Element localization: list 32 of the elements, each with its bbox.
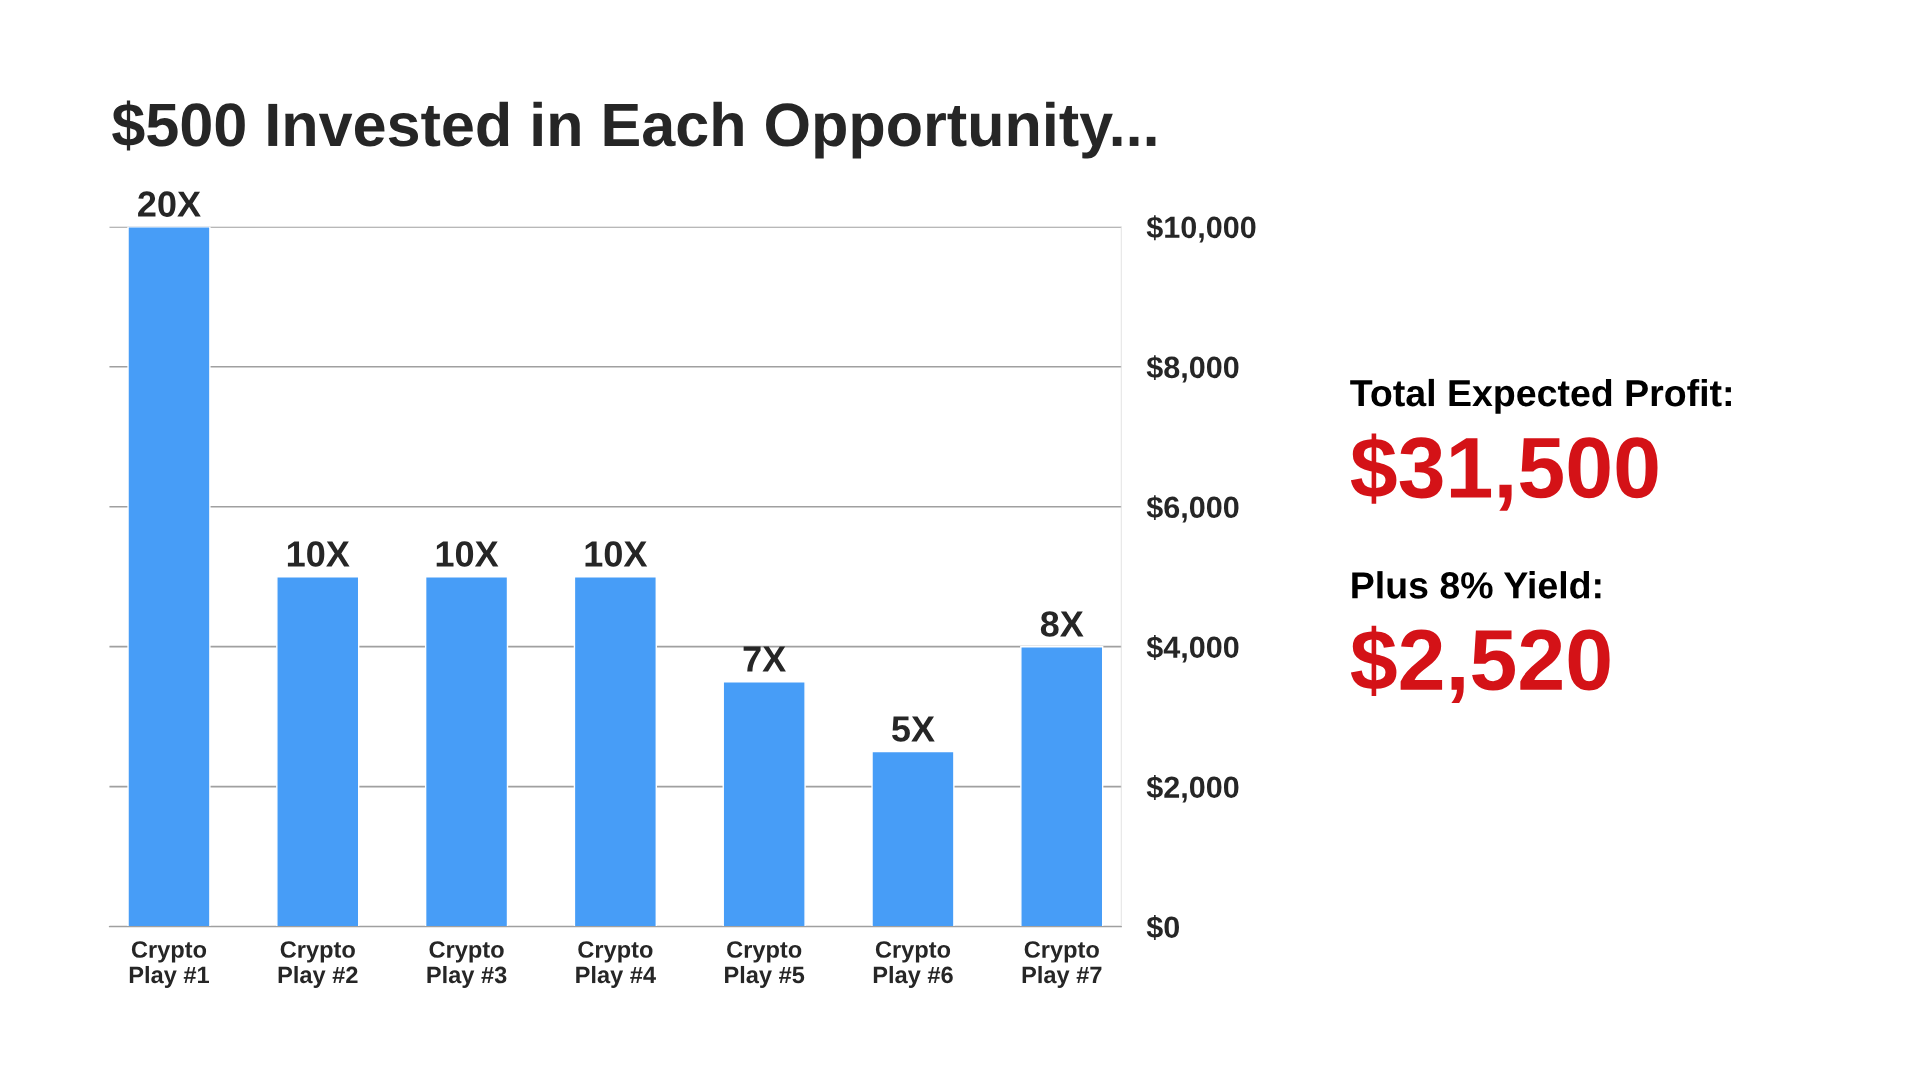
- y-tick-label: $6,000: [1146, 495, 1239, 523]
- bar: [722, 681, 806, 927]
- text: $31,500: [1350, 433, 1658, 511]
- bar: [871, 750, 955, 927]
- x-tick-label: Crypto Play #1: [129, 941, 209, 988]
- x-tick-label: Crypto Play #6: [873, 941, 953, 988]
- annotation: 10X: [287, 541, 350, 567]
- y-tick-label: $10,000: [1146, 215, 1256, 243]
- bar: [127, 226, 211, 927]
- annotation: 20X: [138, 191, 201, 217]
- annotation: 7X: [743, 646, 786, 672]
- annotation: 10X: [436, 541, 499, 567]
- x-tick-label: Crypto Play #3: [427, 941, 507, 988]
- annotation: 8X: [1040, 611, 1084, 637]
- bar: [276, 576, 360, 927]
- text: Plus 8% Yield:: [1352, 571, 1601, 599]
- bar: [573, 576, 657, 927]
- y-tick-label: $0: [1146, 915, 1180, 940]
- text: Total Expected Profit:: [1350, 378, 1731, 414]
- annotation: 10X: [585, 541, 648, 567]
- text: $2,520: [1350, 625, 1610, 704]
- x-tick-label: Crypto Play #2: [278, 941, 358, 988]
- chart-title: $500 Invested in Each Opportunity...: [112, 100, 1156, 159]
- x-tick-label: Crypto Play #4: [576, 941, 656, 988]
- bar: [1020, 646, 1104, 927]
- x-tick-label: Crypto Play #5: [725, 941, 805, 988]
- annotation: 5X: [891, 716, 935, 742]
- x-tick-label: Crypto Play #7: [1022, 941, 1102, 988]
- y-tick-label: $8,000: [1146, 355, 1239, 383]
- y-tick-label: $2,000: [1146, 775, 1239, 803]
- y-tick-label: $4,000: [1146, 635, 1239, 663]
- bar: [424, 576, 509, 927]
